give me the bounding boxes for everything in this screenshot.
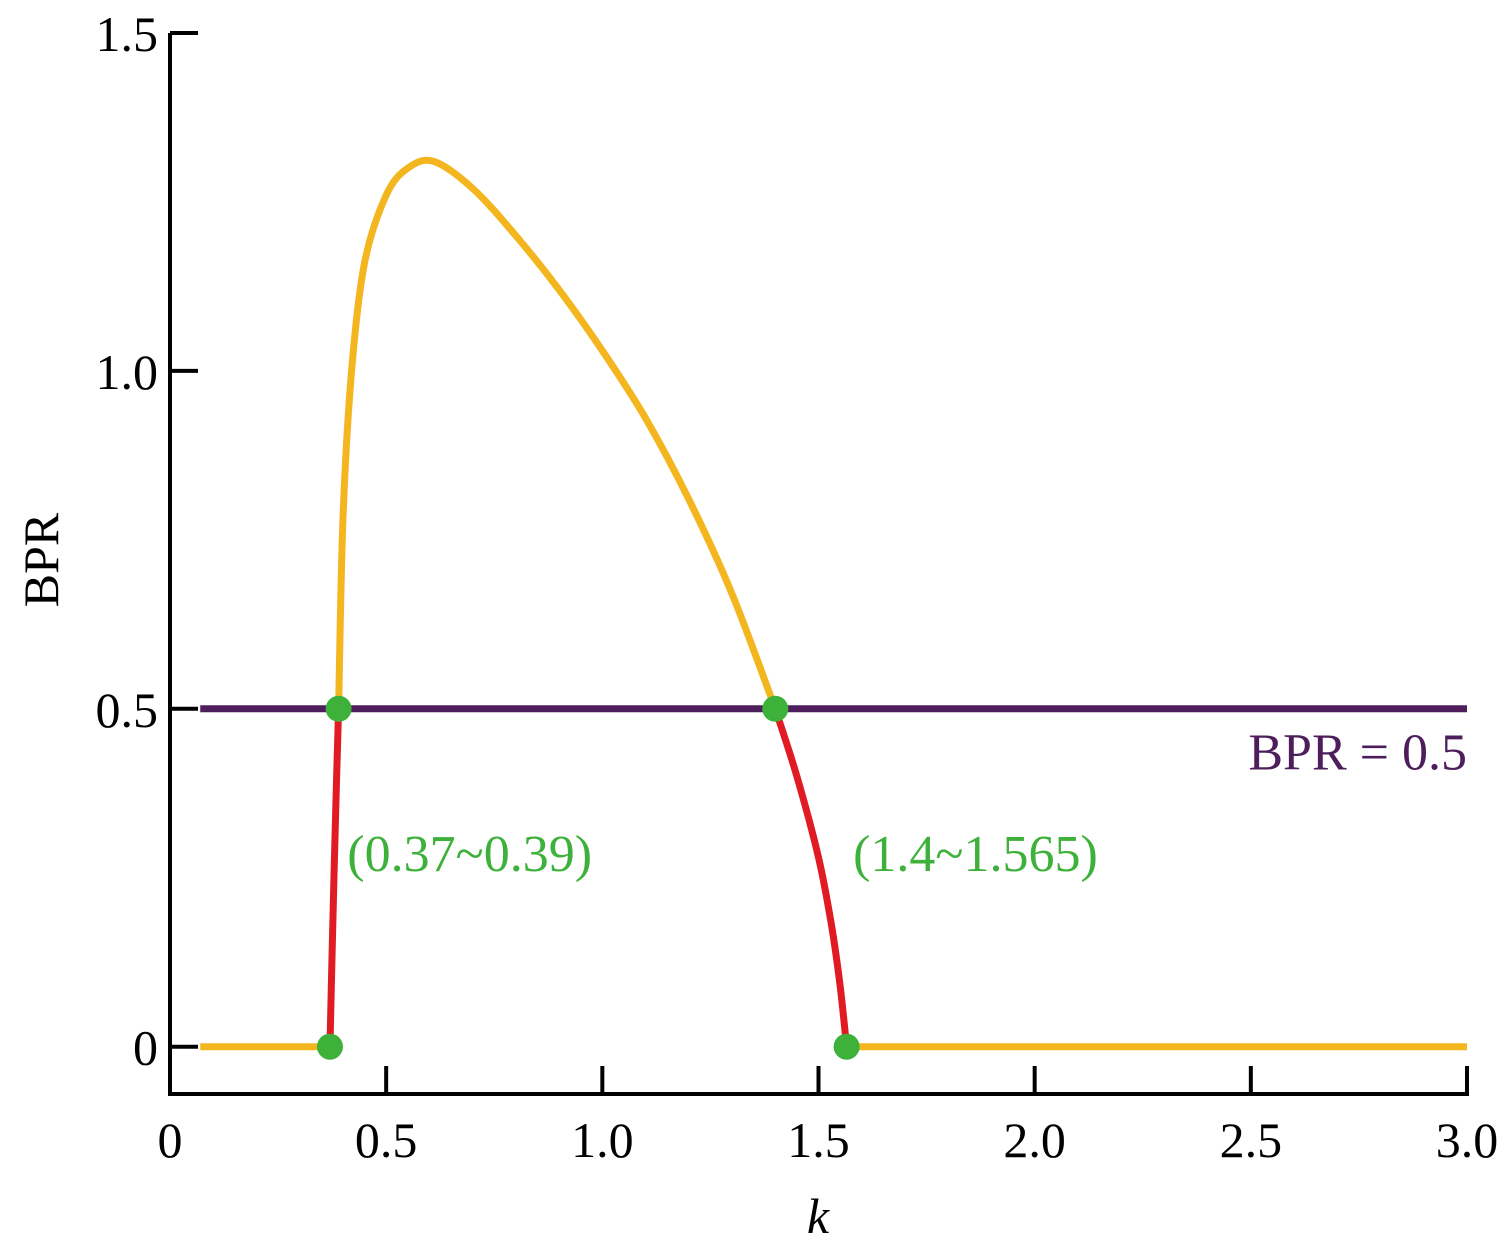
y-tick-label: 0.5: [96, 682, 159, 738]
annotation-label: BPR = 0.5: [1248, 725, 1467, 782]
annotations-group: (0.37~0.39) (1.4~1.565) BPR = 0.5: [347, 725, 1467, 883]
y-tick-label: 0: [133, 1020, 158, 1076]
annotation-label: (0.37~0.39): [347, 826, 592, 883]
series-line-inner: [326, 708, 343, 1047]
series-group: [200, 156, 1467, 1051]
x-tick-label: 3.0: [1436, 1112, 1499, 1168]
x-tick-label: 1.0: [571, 1112, 634, 1168]
axes: [168, 33, 1469, 1096]
series-line-inner: [771, 707, 851, 1048]
x-axis-label: k: [807, 1188, 830, 1244]
series-line-outer: [335, 156, 779, 711]
x-tick-label: 2.0: [1003, 1112, 1066, 1168]
ticks: 0 0.5 1.0 1.5 2.0 2.5 3.0 0 0.5 1.0 1.5: [96, 6, 1499, 1168]
x-tick-label: 0.5: [355, 1112, 418, 1168]
marker-point: [316, 1033, 343, 1060]
y-tick-label: 1.0: [96, 344, 159, 400]
x-tick-label: 1.5: [787, 1112, 850, 1168]
annotation-label: (1.4~1.565): [853, 826, 1098, 883]
marker-point: [762, 695, 789, 722]
y-tick-label: 1.5: [96, 6, 159, 62]
y-axis-label: BPR: [13, 512, 69, 607]
marker-point: [325, 695, 352, 722]
x-tick-label: 2.5: [1220, 1112, 1283, 1168]
marker-point: [833, 1033, 860, 1060]
markers-group: [316, 695, 860, 1060]
x-tick-label: 0: [158, 1112, 183, 1168]
